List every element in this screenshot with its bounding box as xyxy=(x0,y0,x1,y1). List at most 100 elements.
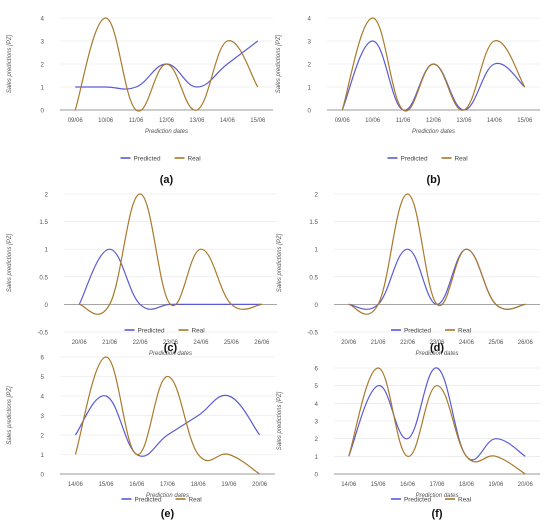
data-point-predicted xyxy=(196,86,198,88)
y-tick-label: 1.5 xyxy=(39,219,48,226)
series-line-predicted xyxy=(348,248,526,310)
data-point-real xyxy=(136,453,138,455)
x-tick-label: 12/06 xyxy=(426,118,442,124)
y-tick-label: 2 xyxy=(315,192,319,199)
x-tick-label: 26/06 xyxy=(518,340,534,346)
data-point-real xyxy=(348,303,350,305)
data-point-real xyxy=(197,453,199,455)
y-tick-label: 3 xyxy=(308,39,312,46)
chart-f: 0 1 2 3 4 5 6 14/06 15/06 16/06 17/06 18/06 19/06 20/… xyxy=(277,366,540,520)
x-tick-label: 12/06 xyxy=(159,118,175,124)
panel-label: (f) xyxy=(432,508,443,520)
data-point-real xyxy=(465,248,467,250)
x-axis-label: Prediction dates xyxy=(146,493,189,499)
data-point-real xyxy=(406,455,408,457)
y-tick-label: 6 xyxy=(41,355,45,362)
y-axis-label: Sales predictions [PZ] xyxy=(7,34,13,93)
x-tick-label: 25/06 xyxy=(488,340,504,346)
data-point-predicted xyxy=(372,40,374,42)
data-point-predicted xyxy=(74,434,76,436)
legend-label-predicted: Predicted xyxy=(404,496,431,503)
data-point-real xyxy=(348,455,350,457)
series-line-predicted xyxy=(348,367,526,461)
data-point-predicted xyxy=(524,455,526,457)
y-tick-label: 1.5 xyxy=(309,219,318,226)
y-tick-label: 5 xyxy=(41,374,45,381)
x-axis-label: Prediction dates xyxy=(149,351,192,357)
series-line-real xyxy=(348,367,526,475)
data-point-real xyxy=(135,109,137,111)
legend-label-real: Real xyxy=(188,155,201,162)
x-tick-label: 13/06 xyxy=(189,118,205,124)
x-tick-label: 20/06 xyxy=(341,340,357,346)
y-tick-label: 4 xyxy=(308,16,312,23)
y-tick-label: 4 xyxy=(41,394,45,401)
x-tick-label: 15/06 xyxy=(517,118,533,124)
y-axis-label: Sales predictions [PZ] xyxy=(7,233,13,292)
data-point-real xyxy=(524,473,526,475)
y-tick-label: -0.5 xyxy=(37,330,48,337)
y-tick-label: 2 xyxy=(308,62,312,69)
legend-label-predicted: Predicted xyxy=(404,327,431,334)
legend-label-real: Real xyxy=(455,155,468,162)
series-line-real xyxy=(341,17,526,112)
panel-label: (c) xyxy=(164,342,178,354)
data-point-predicted xyxy=(436,367,438,369)
x-tick-label: 18/06 xyxy=(459,482,475,488)
y-tick-label: 2 xyxy=(45,192,49,199)
x-tick-label: 24/06 xyxy=(459,340,475,346)
y-tick-label: 1 xyxy=(315,247,319,254)
legend-label-predicted: Predicted xyxy=(401,155,428,162)
series-line-real xyxy=(74,356,260,475)
y-axis-label: Sales predictions [PZ] xyxy=(276,34,282,93)
y-tick-label: 3 xyxy=(41,413,45,420)
x-tick-label: 14/06 xyxy=(68,482,84,488)
x-tick-label: 17/06 xyxy=(429,482,445,488)
x-tick-label: 11/06 xyxy=(129,118,144,124)
y-tick-label: 0 xyxy=(45,302,49,309)
data-point-real xyxy=(196,109,198,111)
data-point-real xyxy=(261,303,263,305)
data-point-real xyxy=(257,86,259,88)
x-tick-label: 23/06 xyxy=(163,340,179,346)
data-point-real xyxy=(377,367,379,369)
x-tick-label: 20/06 xyxy=(518,482,534,488)
data-point-predicted xyxy=(197,414,199,416)
data-point-real xyxy=(200,248,202,250)
x-tick-label: 25/06 xyxy=(224,340,240,346)
data-point-predicted xyxy=(495,438,497,440)
x-tick-label: 22/06 xyxy=(400,340,416,346)
x-tick-label: 09/06 xyxy=(335,118,351,124)
chart-b: 0 1 2 3 4 09/06 10/06 11/06 12/06 13/06 14/06 15/06… xyxy=(276,16,540,186)
data-point-real xyxy=(436,385,438,387)
x-tick-label: 19/06 xyxy=(488,482,504,488)
data-point-real xyxy=(495,303,497,305)
data-point-real xyxy=(139,193,141,195)
x-tick-label: 19/06 xyxy=(221,482,237,488)
y-tick-label: 5 xyxy=(315,383,319,390)
x-tick-label: 23/06 xyxy=(429,340,445,346)
data-point-predicted xyxy=(406,248,408,250)
data-point-predicted xyxy=(135,86,137,88)
y-tick-label: 1 xyxy=(41,452,45,459)
y-tick-label: -0.5 xyxy=(307,330,318,337)
data-point-real xyxy=(524,303,526,305)
y-tick-label: 3 xyxy=(41,39,45,46)
y-tick-label: 2 xyxy=(41,433,45,440)
legend-label-real: Real xyxy=(458,327,471,334)
data-point-real xyxy=(436,303,438,305)
x-tick-label: 15/06 xyxy=(99,482,115,488)
x-tick-label: 26/06 xyxy=(254,340,270,346)
panel-label: (d) xyxy=(430,342,444,354)
data-point-real xyxy=(74,453,76,455)
data-point-predicted xyxy=(228,395,230,397)
panel-label: (a) xyxy=(160,174,174,186)
y-tick-label: 2 xyxy=(315,436,319,443)
x-tick-label: 17/06 xyxy=(160,482,176,488)
chart-d: -0.5 0 0.5 1 1.5 2 20/06 21/06 22/06 23/06 24/06 25… xyxy=(277,192,540,357)
y-tick-label: 1 xyxy=(45,247,49,254)
legend-label-predicted: Predicted xyxy=(134,155,161,162)
data-point-predicted xyxy=(226,63,228,65)
data-point-real xyxy=(166,375,168,377)
legend-label-real: Real xyxy=(458,496,471,503)
